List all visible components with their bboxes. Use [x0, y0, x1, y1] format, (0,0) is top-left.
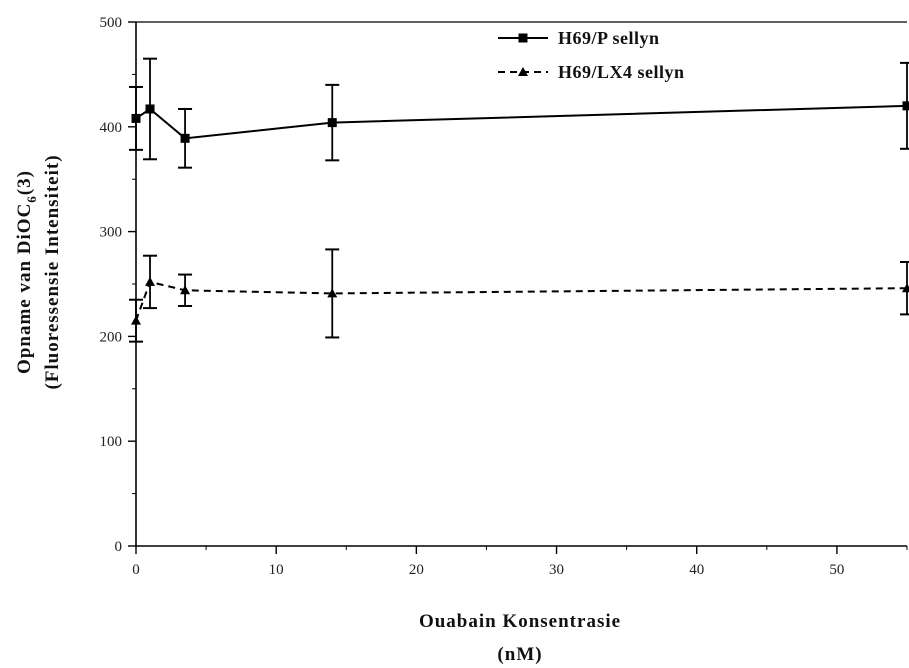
x-axis-title-line2: (nM) — [497, 644, 542, 665]
series-0-line — [135, 104, 908, 140]
series-0 — [129, 57, 909, 169]
series-1-point-4 — [902, 283, 909, 293]
series-1-point-2 — [180, 285, 191, 295]
x-tick-label-40: 40 — [689, 562, 704, 578]
y-tick-label-500: 500 — [100, 15, 123, 31]
y-tick-label-0: 0 — [115, 539, 123, 555]
y-tick-label-400: 400 — [100, 120, 123, 136]
y-tick-label-300: 300 — [100, 225, 123, 241]
legend-label-0: H69/P sellyn — [558, 28, 660, 48]
series-0-point-0 — [131, 113, 141, 123]
y-axis-title-prefix: Opname van DiOC — [14, 203, 35, 374]
y-tick-label-200: 200 — [100, 329, 123, 345]
series-1-point-1 — [145, 276, 156, 286]
x-axis-title-line1: Ouabain Konsentrasie — [419, 611, 621, 632]
legend-marker-1 — [518, 67, 528, 76]
series-1 — [129, 248, 909, 343]
legend-marker-0 — [518, 33, 528, 43]
x-tick-label-30: 30 — [549, 562, 564, 578]
series-layer — [129, 57, 909, 343]
legend-label-1: H69/LX4 sellyn — [558, 62, 685, 82]
legend-entry-0: H69/P sellyn — [498, 28, 660, 48]
series-0-point-3 — [327, 118, 337, 128]
series-0-point-1 — [145, 104, 155, 114]
x-tick-label-50: 50 — [829, 562, 844, 578]
legend: H69/P sellyn H69/LX4 sellyn — [498, 28, 685, 82]
legend-entry-1: H69/LX4 sellyn — [498, 62, 685, 82]
y-axis-title-line1: Opname van DiOC6(3) — [14, 170, 39, 374]
y-axis-title: Opname van DiOC6(3) (Fluoressensie Inten… — [14, 154, 63, 389]
series-0-point-4 — [902, 101, 909, 111]
y-axis-title-subscript: 6 — [24, 195, 39, 203]
y-axis-title-suffix: (3) — [14, 170, 35, 195]
axes: 0 100 200 300 400 500 0 10 20 30 40 50 — [100, 15, 908, 578]
x-tick-label-20: 20 — [409, 562, 424, 578]
series-1-point-0 — [131, 315, 141, 325]
x-tick-label-10: 10 — [269, 562, 284, 578]
x-tick-label-0: 0 — [132, 562, 140, 578]
y-axis-title-line2: (Fluoressensie Intensiteit) — [42, 154, 63, 389]
series-0-point-2 — [180, 133, 190, 143]
series-1-point-3 — [327, 288, 338, 298]
series-1-line — [135, 280, 908, 322]
y-tick-label-100: 100 — [100, 434, 123, 450]
